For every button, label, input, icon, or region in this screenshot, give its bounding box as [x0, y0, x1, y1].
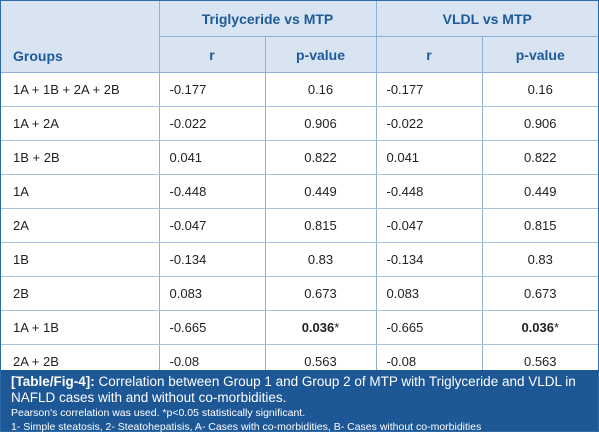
caption-body: Correlation between Group 1 and Group 2 …	[11, 374, 576, 405]
table-row: 1A + 2A -0.022 0.906 -0.022 0.906	[1, 106, 599, 141]
groups-header: Groups	[1, 1, 159, 73]
tg-p-cell: 0.906	[264, 106, 376, 141]
vldl-p-cell: 0.673	[481, 276, 599, 311]
caption-note-pearson: Pearson's correlation was used. *p<0.05 …	[11, 407, 306, 419]
vldl-r-cell: 0.083	[375, 276, 482, 311]
group-cell: 2B	[1, 276, 159, 311]
vldl-r-cell: -0.665	[375, 310, 482, 345]
tg-p-cell: 0.036*	[264, 310, 376, 345]
vldl-r-cell: -0.177	[375, 72, 482, 107]
vldl-p-cell: 0.822	[481, 140, 599, 175]
group-cell: 1B	[1, 242, 159, 277]
group-cell: 1A + 2A	[1, 106, 159, 141]
vldl-p-header: p-value	[481, 36, 599, 73]
table-row: 1A + 1B + 2A + 2B -0.177 0.16 -0.177 0.1…	[1, 72, 599, 107]
tg-p-cell: 0.83	[264, 242, 376, 277]
tg-r-cell: -0.665	[158, 310, 265, 345]
tg-r-cell: 0.083	[158, 276, 265, 311]
tg-r-cell: -0.134	[158, 242, 265, 277]
vldl-r-cell: -0.134	[375, 242, 482, 277]
tg-p-cell: 0.449	[264, 174, 376, 209]
vldl-r-cell: 0.041	[375, 140, 482, 175]
tg-r-cell: -0.022	[158, 106, 265, 141]
tg-r-header: r	[158, 36, 265, 73]
triglyceride-header: Triglyceride vs MTP	[158, 1, 376, 37]
vldl-p-significant: 0.036	[521, 320, 554, 335]
vldl-header: VLDL vs MTP	[375, 1, 599, 37]
group-cell: 1A + 1B + 2A + 2B	[1, 72, 159, 107]
tg-p-cell: 0.673	[264, 276, 376, 311]
tg-r-cell: 0.041	[158, 140, 265, 175]
tg-r-cell: -0.177	[158, 72, 265, 107]
table-row: 1B + 2B 0.041 0.822 0.041 0.822	[1, 140, 599, 175]
tg-r-cell: -0.047	[158, 208, 265, 243]
vldl-p-cell: 0.815	[481, 208, 599, 243]
group-cell: 1B + 2B	[1, 140, 159, 175]
tg-p-cell: 0.822	[264, 140, 376, 175]
tg-p-cell: 0.16	[264, 72, 376, 107]
vldl-r-cell: -0.448	[375, 174, 482, 209]
table-row: 1B -0.134 0.83 -0.134 0.83	[1, 242, 599, 277]
tg-p-cell: 0.815	[264, 208, 376, 243]
table-row: 2A -0.047 0.815 -0.047 0.815	[1, 208, 599, 243]
tg-r-cell: -0.448	[158, 174, 265, 209]
vldl-p-cell: 0.449	[481, 174, 599, 209]
header-row-1: Groups Triglyceride vs MTP VLDL vs MTP	[1, 1, 599, 73]
group-cell: 1A	[1, 174, 159, 209]
group-cell: 1A + 1B	[1, 310, 159, 345]
caption-text: [Table/Fig-4]: Correlation between Group…	[11, 374, 588, 406]
table-row: 2B 0.083 0.673 0.083 0.673	[1, 276, 599, 311]
caption-tag: [Table/Fig-4]:	[11, 374, 95, 389]
caption-note-legend: 1- Simple steatosis, 2- Steatohepatisis,…	[11, 421, 482, 433]
table-caption: [Table/Fig-4]: Correlation between Group…	[1, 370, 598, 433]
significance-marker: *	[554, 320, 560, 335]
header-row-2: r p-value r p-value	[1, 36, 599, 73]
tg-p-header: p-value	[264, 36, 376, 73]
table-row: 1A + 1B -0.665 0.036* -0.665 0.036*	[1, 310, 599, 345]
vldl-p-cell: 0.83	[481, 242, 599, 277]
tg-p-significant: 0.036	[301, 320, 335, 335]
correlation-table: Groups Triglyceride vs MTP VLDL vs MTP r…	[1, 1, 599, 379]
table-row: 1A -0.448 0.449 -0.448 0.449	[1, 174, 599, 209]
vldl-p-cell: 0.036*	[481, 310, 599, 345]
vldl-r-header: r	[375, 36, 482, 73]
group-cell: 2A	[1, 208, 159, 243]
vldl-p-cell: 0.16	[481, 72, 599, 107]
vldl-r-cell: -0.047	[375, 208, 482, 243]
vldl-p-cell: 0.906	[481, 106, 599, 141]
vldl-r-cell: -0.022	[375, 106, 482, 141]
significance-marker: *	[334, 320, 340, 335]
